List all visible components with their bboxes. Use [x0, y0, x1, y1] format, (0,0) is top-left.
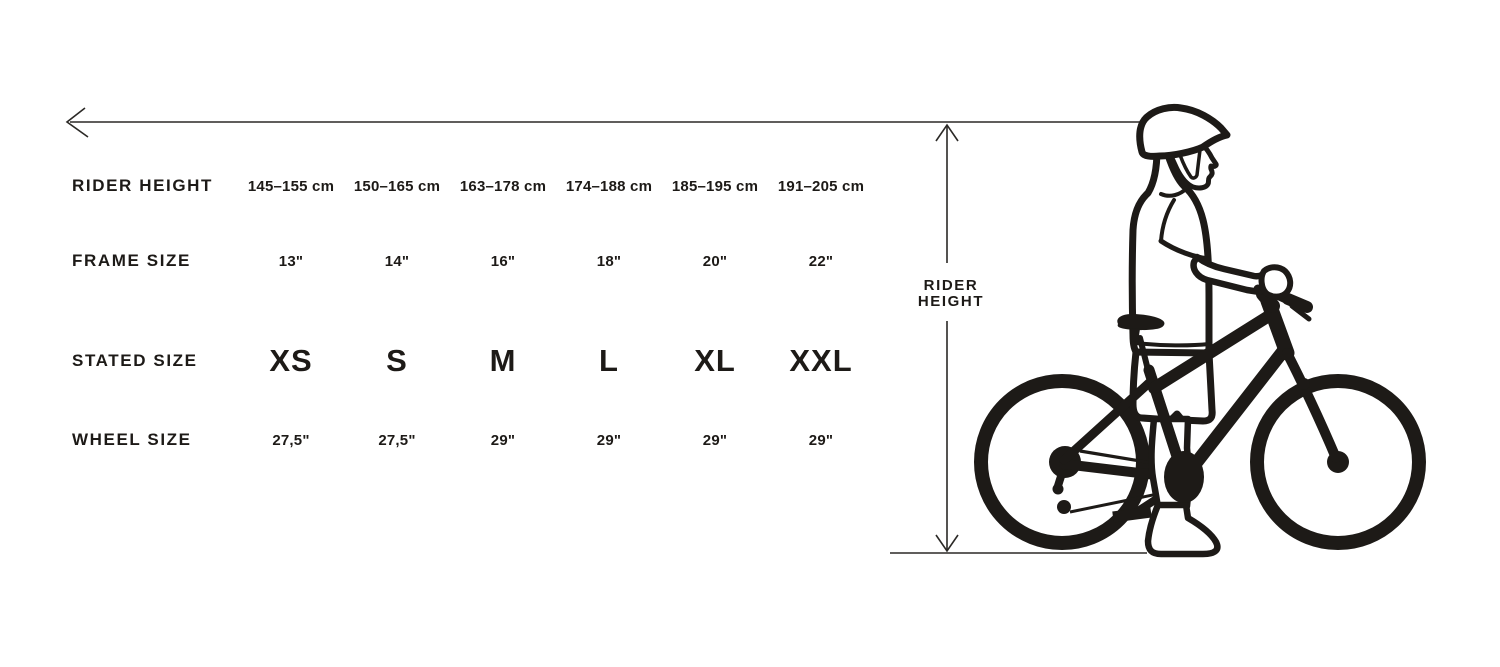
seat-stay: [1059, 378, 1154, 465]
size-chart-row-rider-height: RIDER HEIGHT 145–155 cm 150–165 cm 163–1…: [72, 169, 874, 203]
helmet-icon: [1136, 103, 1231, 160]
front-wheel: [1250, 374, 1426, 550]
chainring: [1164, 451, 1204, 503]
down-arrowhead-icon: [935, 534, 959, 553]
frame-size-value: 13": [278, 252, 304, 270]
fork: [1282, 348, 1341, 463]
wheel-size-value: 27,5": [272, 431, 310, 449]
measurement-arrows: [65, 107, 1147, 554]
seat-post: [1137, 335, 1151, 373]
stem: [1256, 287, 1280, 313]
down-tube: [1179, 343, 1291, 483]
left-arrowhead-icon: [65, 107, 89, 138]
size-chart-row-stated-size: STATED SIZE XS S M L XL XXL: [72, 339, 874, 383]
rider-height-value: 185–195 cm: [671, 177, 759, 195]
brake-lever: [1289, 303, 1312, 322]
top-tube: [1148, 308, 1278, 394]
derailleur-pulley-bottom: [1057, 500, 1071, 514]
wheel-size-value: 29": [490, 431, 516, 449]
rider-height-value: 150–165 cm: [353, 177, 441, 195]
rider-height-dimension-line1: RIDER: [923, 277, 979, 294]
rider-height-dimension-line2: HEIGHT: [917, 293, 985, 310]
collar-line: [1159, 186, 1189, 198]
brake-caliper: [1298, 378, 1310, 390]
saddle: [1117, 314, 1165, 331]
size-chart-row-wheel-size: WHEEL SIZE 27,5" 27,5" 29" 29" 29" 29": [72, 423, 874, 457]
row-label-frame-size: FRAME SIZE: [72, 251, 191, 270]
frame-size-value: 20": [702, 252, 728, 270]
rider-height-value: 191–205 cm: [777, 177, 865, 195]
frame-size-value: 22": [808, 252, 834, 270]
stated-size-value: XXL: [789, 343, 853, 378]
row-label-stated-size: STATED SIZE: [72, 351, 198, 370]
stated-size-value: XL: [694, 343, 736, 378]
frame-size-value: 16": [490, 252, 516, 270]
rider-hand: [1258, 264, 1294, 300]
derailleur-pulley-top: [1052, 483, 1064, 495]
size-chart-row-frame-size: FRAME SIZE 13" 14" 16" 18" 20" 22": [72, 244, 874, 278]
frame-size-value: 18": [596, 252, 622, 270]
row-label-rider-height: RIDER HEIGHT: [72, 176, 214, 195]
saddle-clamp: [1130, 328, 1140, 342]
armhole-line: [1159, 198, 1176, 243]
rider-height-value: 174–188 cm: [565, 177, 653, 195]
frame-size-value: 14": [384, 252, 410, 270]
stated-size-value: S: [386, 343, 408, 378]
rider-height-dimension-label: RIDER HEIGHT: [905, 278, 997, 310]
stated-size-value: L: [599, 343, 619, 378]
pedal: [1112, 506, 1152, 523]
stated-size-value: XS: [269, 343, 313, 378]
wheel-size-value: 29": [596, 431, 622, 449]
wheel-size-value: 27,5": [378, 431, 416, 449]
stated-size-value: M: [489, 343, 517, 378]
wheel-size-value: 29": [808, 431, 834, 449]
rider-height-value: 145–155 cm: [247, 177, 335, 195]
rider-shoe: [1144, 501, 1221, 558]
up-arrowhead-icon: [935, 123, 959, 142]
helmet-strap: [1178, 148, 1202, 180]
rider-height-value: 163–178 cm: [459, 177, 547, 195]
row-label-wheel-size: WHEEL SIZE: [72, 430, 192, 449]
rider-figure: [1128, 103, 1270, 558]
wheel-size-value: 29": [702, 431, 728, 449]
handlebar-grip: [1282, 293, 1313, 313]
